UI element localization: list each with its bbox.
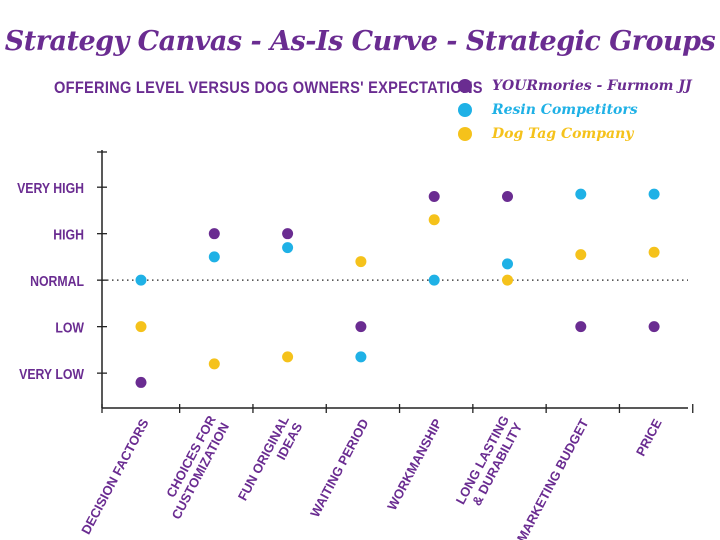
legend-item-yourmories: YOURmories - Furmom JJ: [458, 74, 692, 98]
x-tick-label: LONG LASTING& DURABILITY: [453, 413, 526, 514]
x-tick-label: MARKETING BUDGET: [514, 416, 592, 540]
legend-item-resin: Resin Competitors: [458, 98, 692, 122]
y-tick-label: VERY LOW: [19, 366, 84, 382]
data-point: [208, 228, 220, 240]
y-tick-label: NORMAL: [30, 273, 84, 289]
chart-title: Strategy Canvas - As-Is Curve - Strategi…: [4, 26, 716, 57]
data-point: [135, 274, 147, 286]
legend-item-dogtag: Dog Tag Company: [458, 122, 692, 146]
data-point: [428, 274, 440, 286]
y-tick-label: VERY HIGH: [17, 180, 84, 196]
data-point: [502, 274, 513, 286]
x-tick-label: DECISION FACTORS: [78, 416, 152, 537]
data-point: [208, 251, 220, 263]
data-point: [135, 321, 147, 333]
legend-label: Resin Competitors: [492, 102, 638, 118]
legend-marker: [458, 79, 472, 93]
legend-marker: [458, 127, 472, 141]
data-point: [355, 256, 367, 268]
data-point: [428, 190, 440, 202]
x-tick-label: FUN ORIGINALIDEAS: [235, 413, 306, 510]
data-point: [208, 358, 220, 370]
data-point: [282, 351, 294, 363]
y-tick-label: HIGH: [53, 227, 84, 243]
y-tick-label: LOW: [55, 320, 84, 336]
x-tick-label: CHOICES FORCUSTOMIZATION: [155, 413, 232, 522]
legend-marker: [458, 103, 472, 117]
data-point: [502, 190, 513, 202]
legend-label: Dog Tag Company: [492, 126, 634, 142]
data-point: [502, 258, 513, 270]
data-point: [648, 188, 660, 200]
data-point: [648, 321, 660, 333]
legend: YOURmories - Furmom JJ Resin Competitors…: [458, 74, 692, 146]
x-tick-label: WAITING PERIOD: [307, 416, 371, 519]
data-point: [135, 376, 147, 388]
data-point: [575, 321, 587, 333]
data-point: [648, 246, 660, 258]
legend-label: YOURmories - Furmom JJ: [492, 78, 692, 94]
data-point: [355, 321, 367, 333]
data-point: [428, 214, 440, 226]
chart-subtitle: Offering Level versus Dog Owners' Expect…: [54, 78, 483, 97]
data-point: [282, 228, 294, 240]
data-point: [355, 351, 367, 363]
x-tick-label: WORKMANSHIP: [384, 416, 445, 513]
data-point: [575, 188, 587, 200]
data-point: [575, 249, 587, 261]
x-tick-label: PRICE: [633, 416, 665, 458]
data-point: [282, 242, 294, 254]
